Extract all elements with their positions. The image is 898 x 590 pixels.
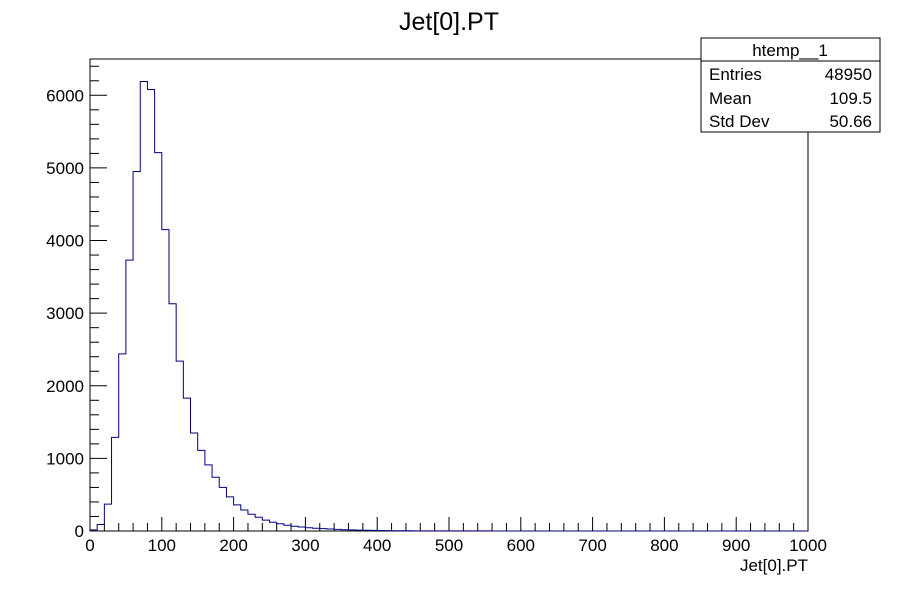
stats-entries-label: Entries — [709, 65, 762, 84]
x-axis-label: Jet[0].PT — [740, 556, 808, 575]
x-tick-label: 800 — [650, 536, 678, 555]
x-tick-label: 0 — [85, 536, 94, 555]
y-tick-label: 2000 — [46, 377, 84, 396]
x-tick-label: 700 — [578, 536, 606, 555]
stats-box: htemp__1 Entries 48950 Mean 109.5 Std De… — [700, 37, 881, 133]
stats-box-title: htemp__1 — [752, 41, 828, 60]
stats-box-frame — [700, 37, 881, 133]
x-tick-label: 900 — [722, 536, 750, 555]
chart-title: Jet[0].PT — [399, 8, 499, 36]
x-tick-label: 200 — [219, 536, 247, 555]
x-tick-label: 1000 — [789, 536, 827, 555]
x-tick-label: 300 — [291, 536, 319, 555]
x-tick-label: 600 — [507, 536, 535, 555]
stats-mean-label: Mean — [709, 89, 752, 108]
stats-stddev-value: 50.66 — [829, 112, 872, 131]
y-tick-label: 3000 — [46, 304, 84, 323]
y-tick-label: 1000 — [46, 449, 84, 468]
x-tick-label: 100 — [148, 536, 176, 555]
plot-frame — [89, 58, 809, 532]
y-tick-label: 0 — [75, 522, 84, 541]
x-axis: 0 100 200 300 400 500 600 700 800 900 1000 — [85, 517, 827, 555]
y-tick-label: 4000 — [46, 232, 84, 251]
stats-stddev-label: Std Dev — [709, 112, 770, 131]
stats-entries-value: 48950 — [825, 65, 872, 84]
x-tick-label: 500 — [435, 536, 463, 555]
y-axis: 0 1000 2000 3000 4000 5000 6000 — [46, 65, 107, 541]
x-tick-label: 400 — [363, 536, 391, 555]
y-tick-label: 6000 — [46, 86, 84, 105]
stats-mean-value: 109.5 — [829, 89, 872, 108]
histogram-series — [89, 81, 808, 532]
y-tick-label: 5000 — [46, 159, 84, 178]
